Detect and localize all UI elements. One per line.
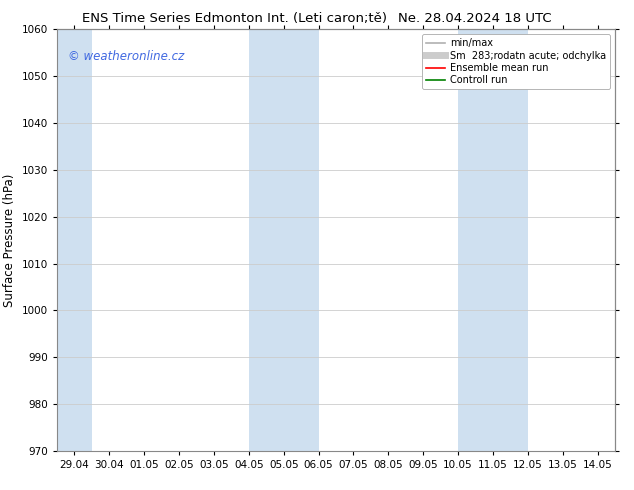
Bar [57,29,92,451]
Legend: min/max, Sm  283;rodatn acute; odchylka, Ensemble mean run, Controll run: min/max, Sm 283;rodatn acute; odchylka, … [422,34,610,89]
Text: Ne. 28.04.2024 18 UTC: Ne. 28.04.2024 18 UTC [398,12,552,25]
Text: © weatheronline.cz: © weatheronline.cz [68,50,184,64]
Text: ENS Time Series Edmonton Int. (Leti caron;tě): ENS Time Series Edmonton Int. (Leti caro… [82,12,387,25]
Bar [249,29,319,451]
Y-axis label: Surface Pressure (hPa): Surface Pressure (hPa) [3,173,16,307]
Bar [458,29,528,451]
